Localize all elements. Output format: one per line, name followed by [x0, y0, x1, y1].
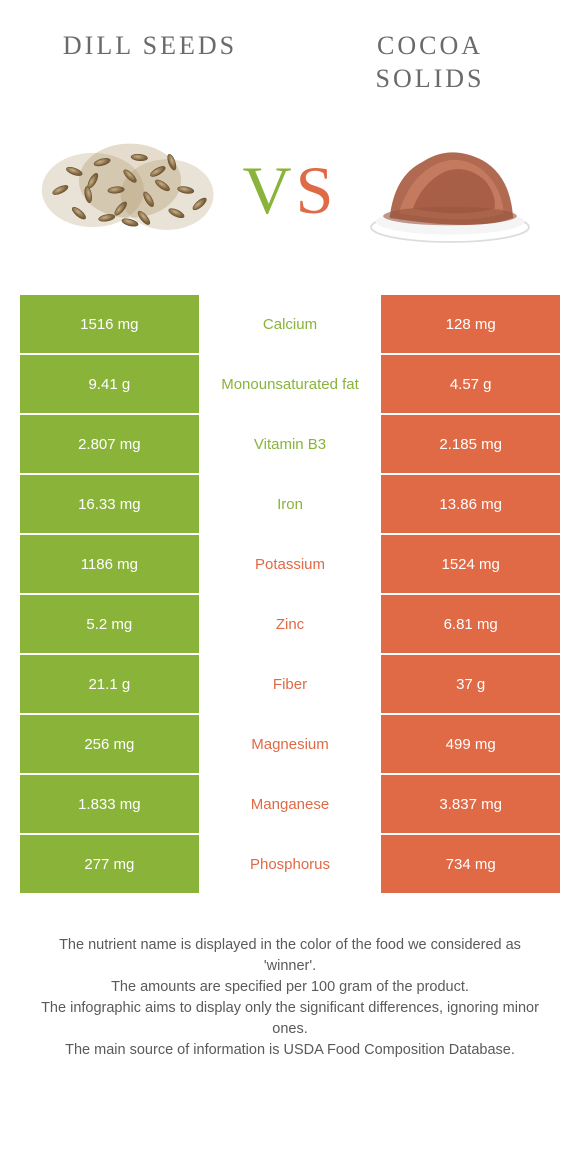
nutrient-label-cell: Zinc	[201, 595, 380, 655]
right-value-cell: 4.57 g	[379, 355, 560, 415]
right-value-cell: 3.837 mg	[379, 775, 560, 835]
footer-notes: The nutrient name is displayed in the co…	[20, 935, 560, 1061]
left-value-cell: 256 mg	[20, 715, 201, 775]
footer-line: The amounts are specified per 100 gram o…	[35, 977, 545, 998]
left-food-image	[30, 115, 230, 265]
left-value-cell: 277 mg	[20, 835, 201, 895]
right-value-cell: 1524 mg	[379, 535, 560, 595]
cocoa-powder-icon	[355, 125, 545, 255]
dill-seeds-icon	[35, 125, 225, 255]
right-value-cell: 2.185 mg	[379, 415, 560, 475]
right-value-cell: 13.86 mg	[379, 475, 560, 535]
nutrient-label-cell: Fiber	[201, 655, 380, 715]
right-food-image	[350, 115, 550, 265]
footer-line: The main source of information is USDA F…	[35, 1040, 545, 1061]
header: DILL SEEDS COCOA SOLIDS	[20, 30, 560, 105]
nutrient-label-cell: Vitamin B3	[201, 415, 380, 475]
vs-label: VS	[243, 151, 338, 230]
nutrient-label-cell: Manganese	[201, 775, 380, 835]
table-row: 21.1 gFiber37 g	[20, 655, 560, 715]
left-value-cell: 1186 mg	[20, 535, 201, 595]
right-value-cell: 6.81 mg	[379, 595, 560, 655]
left-value-cell: 5.2 mg	[20, 595, 201, 655]
table-row: 2.807 mgVitamin B32.185 mg	[20, 415, 560, 475]
right-food-title: COCOA SOLIDS	[330, 30, 530, 95]
nutrient-label-cell: Potassium	[201, 535, 380, 595]
nutrient-label-cell: Iron	[201, 475, 380, 535]
left-value-cell: 1.833 mg	[20, 775, 201, 835]
right-value-cell: 128 mg	[379, 295, 560, 355]
nutrient-table: 1516 mgCalcium128 mg9.41 gMonounsaturate…	[20, 295, 560, 895]
table-row: 1.833 mgManganese3.837 mg	[20, 775, 560, 835]
table-row: 256 mgMagnesium499 mg	[20, 715, 560, 775]
left-value-cell: 9.41 g	[20, 355, 201, 415]
right-value-cell: 37 g	[379, 655, 560, 715]
left-value-cell: 21.1 g	[20, 655, 201, 715]
table-row: 5.2 mgZinc6.81 mg	[20, 595, 560, 655]
footer-line: The nutrient name is displayed in the co…	[35, 935, 545, 977]
nutrient-label-cell: Calcium	[201, 295, 380, 355]
table-row: 1516 mgCalcium128 mg	[20, 295, 560, 355]
table-row: 16.33 mgIron13.86 mg	[20, 475, 560, 535]
left-value-cell: 1516 mg	[20, 295, 201, 355]
left-value-cell: 16.33 mg	[20, 475, 201, 535]
left-value-cell: 2.807 mg	[20, 415, 201, 475]
nutrient-label-cell: Magnesium	[201, 715, 380, 775]
left-food-title: DILL SEEDS	[50, 30, 250, 63]
vs-v-letter: V	[243, 152, 296, 228]
footer-line: The infographic aims to display only the…	[35, 998, 545, 1040]
table-row: 277 mgPhosphorus734 mg	[20, 835, 560, 895]
images-row: VS	[20, 105, 560, 295]
vs-s-letter: S	[296, 152, 338, 228]
table-row: 1186 mgPotassium1524 mg	[20, 535, 560, 595]
nutrient-label-cell: Monounsaturated fat	[201, 355, 380, 415]
right-value-cell: 499 mg	[379, 715, 560, 775]
nutrient-label-cell: Phosphorus	[201, 835, 380, 895]
table-row: 9.41 gMonounsaturated fat4.57 g	[20, 355, 560, 415]
right-value-cell: 734 mg	[379, 835, 560, 895]
